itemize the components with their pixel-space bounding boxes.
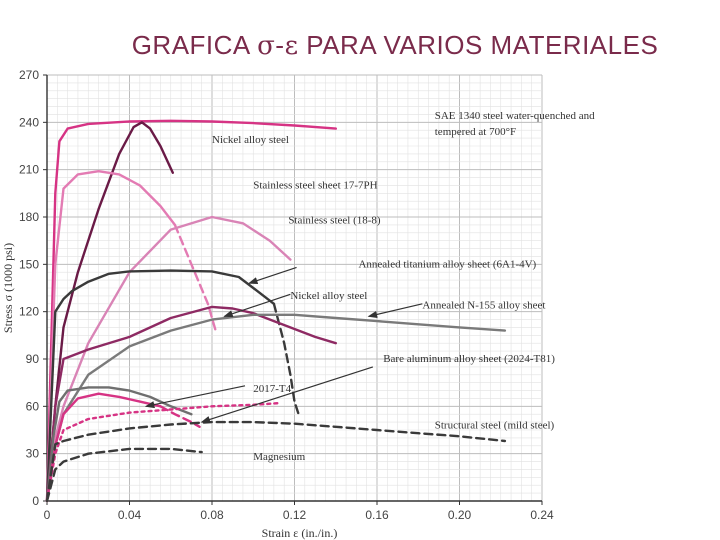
- stress-strain-chart: 0 0.04 0.08 0.12 0.16 0.20 0.24 0 30 60 90 120 150 18…: [1, 68, 595, 540]
- y-tick-label: 210: [19, 163, 39, 177]
- annotation-arrow: [367, 303, 423, 318]
- grid: [46, 74, 543, 502]
- series-line: [45, 269, 276, 503]
- annotation-arrow: [223, 293, 291, 318]
- curve-label: Nickel alloy steel: [290, 290, 367, 302]
- series-line: [272, 302, 300, 416]
- series-line: [45, 386, 193, 503]
- annotation-arrow: [200, 366, 374, 423]
- y-tick-label: 30: [26, 447, 40, 461]
- series-line: [45, 215, 292, 503]
- axes: 0 0.04 0.08 0.12 0.16 0.20 0.24 0 30 60 90 120 150 18…: [1, 68, 554, 540]
- y-tick-label: 240: [19, 115, 39, 129]
- series-line: [45, 420, 507, 503]
- y-tick-label: 60: [26, 399, 40, 413]
- y-tick-label: 0: [32, 494, 39, 508]
- x-tick-label: 0.20: [448, 508, 472, 522]
- series-line: [45, 305, 337, 503]
- series-line: [45, 313, 507, 503]
- curve-label: Stainless steel sheet 17-7PH: [253, 180, 377, 192]
- curve-label: Annealed N-155 alloy sheet: [422, 300, 545, 312]
- series-line: [45, 447, 203, 503]
- y-tick-label: 120: [19, 305, 39, 319]
- series-layer: [45, 119, 507, 503]
- arrows-layer: [144, 266, 423, 423]
- series-line: [173, 223, 218, 334]
- x-tick-label: 0.24: [530, 508, 554, 522]
- series-line: [45, 392, 162, 503]
- title-part-2: σ-ε: [257, 31, 299, 61]
- series-line: [45, 119, 337, 503]
- labels-layer: SAE 1340 steel water-quenched and tempere…: [212, 110, 595, 463]
- curve-label: SAE 1340 steel water-quenched and: [435, 110, 595, 122]
- series-line: [45, 170, 177, 503]
- series-line: [159, 405, 201, 428]
- curve-label: tempered at 700°F: [435, 126, 516, 138]
- y-tick-label: 270: [19, 68, 39, 82]
- curve-label: 2017-T4: [253, 383, 291, 395]
- curve-label: Stainless steel (18-8): [288, 214, 381, 226]
- y-axis-label: Stress σ (1000 psi): [1, 243, 15, 333]
- curve-label: Nickel alloy steel: [212, 134, 289, 146]
- curve-label: Magnesium: [253, 451, 305, 463]
- x-tick-label: 0.12: [283, 508, 307, 522]
- x-axis-label: Strain ε (in./in.): [262, 526, 338, 540]
- annotation-arrow: [247, 266, 297, 285]
- slide-title: GRAFICA σ-ε PARA VARIOS MATERIALES: [0, 30, 720, 61]
- y-tick-label: 150: [19, 257, 39, 271]
- curve-label: Bare aluminum alloy sheet (2024-T81): [383, 353, 555, 365]
- title-part-3: PARA VARIOS MATERIALES: [298, 30, 659, 60]
- title-part-1: GRAFICA: [131, 30, 258, 60]
- x-tick-label: 0: [44, 508, 51, 522]
- y-tick-label: 90: [26, 352, 40, 366]
- curve-label: Annealed titanium alloy sheet (6A1-4V): [358, 258, 536, 270]
- curve-label: Structural steel (mild steel): [435, 419, 555, 431]
- x-tick-label: 0.04: [118, 508, 142, 522]
- annotation-arrow: [144, 385, 246, 409]
- x-tick-label: 0.08: [200, 508, 224, 522]
- series-line: [45, 121, 174, 503]
- series-line: [45, 402, 280, 503]
- x-tick-label: 0.16: [365, 508, 389, 522]
- y-tick-label: 180: [19, 210, 39, 224]
